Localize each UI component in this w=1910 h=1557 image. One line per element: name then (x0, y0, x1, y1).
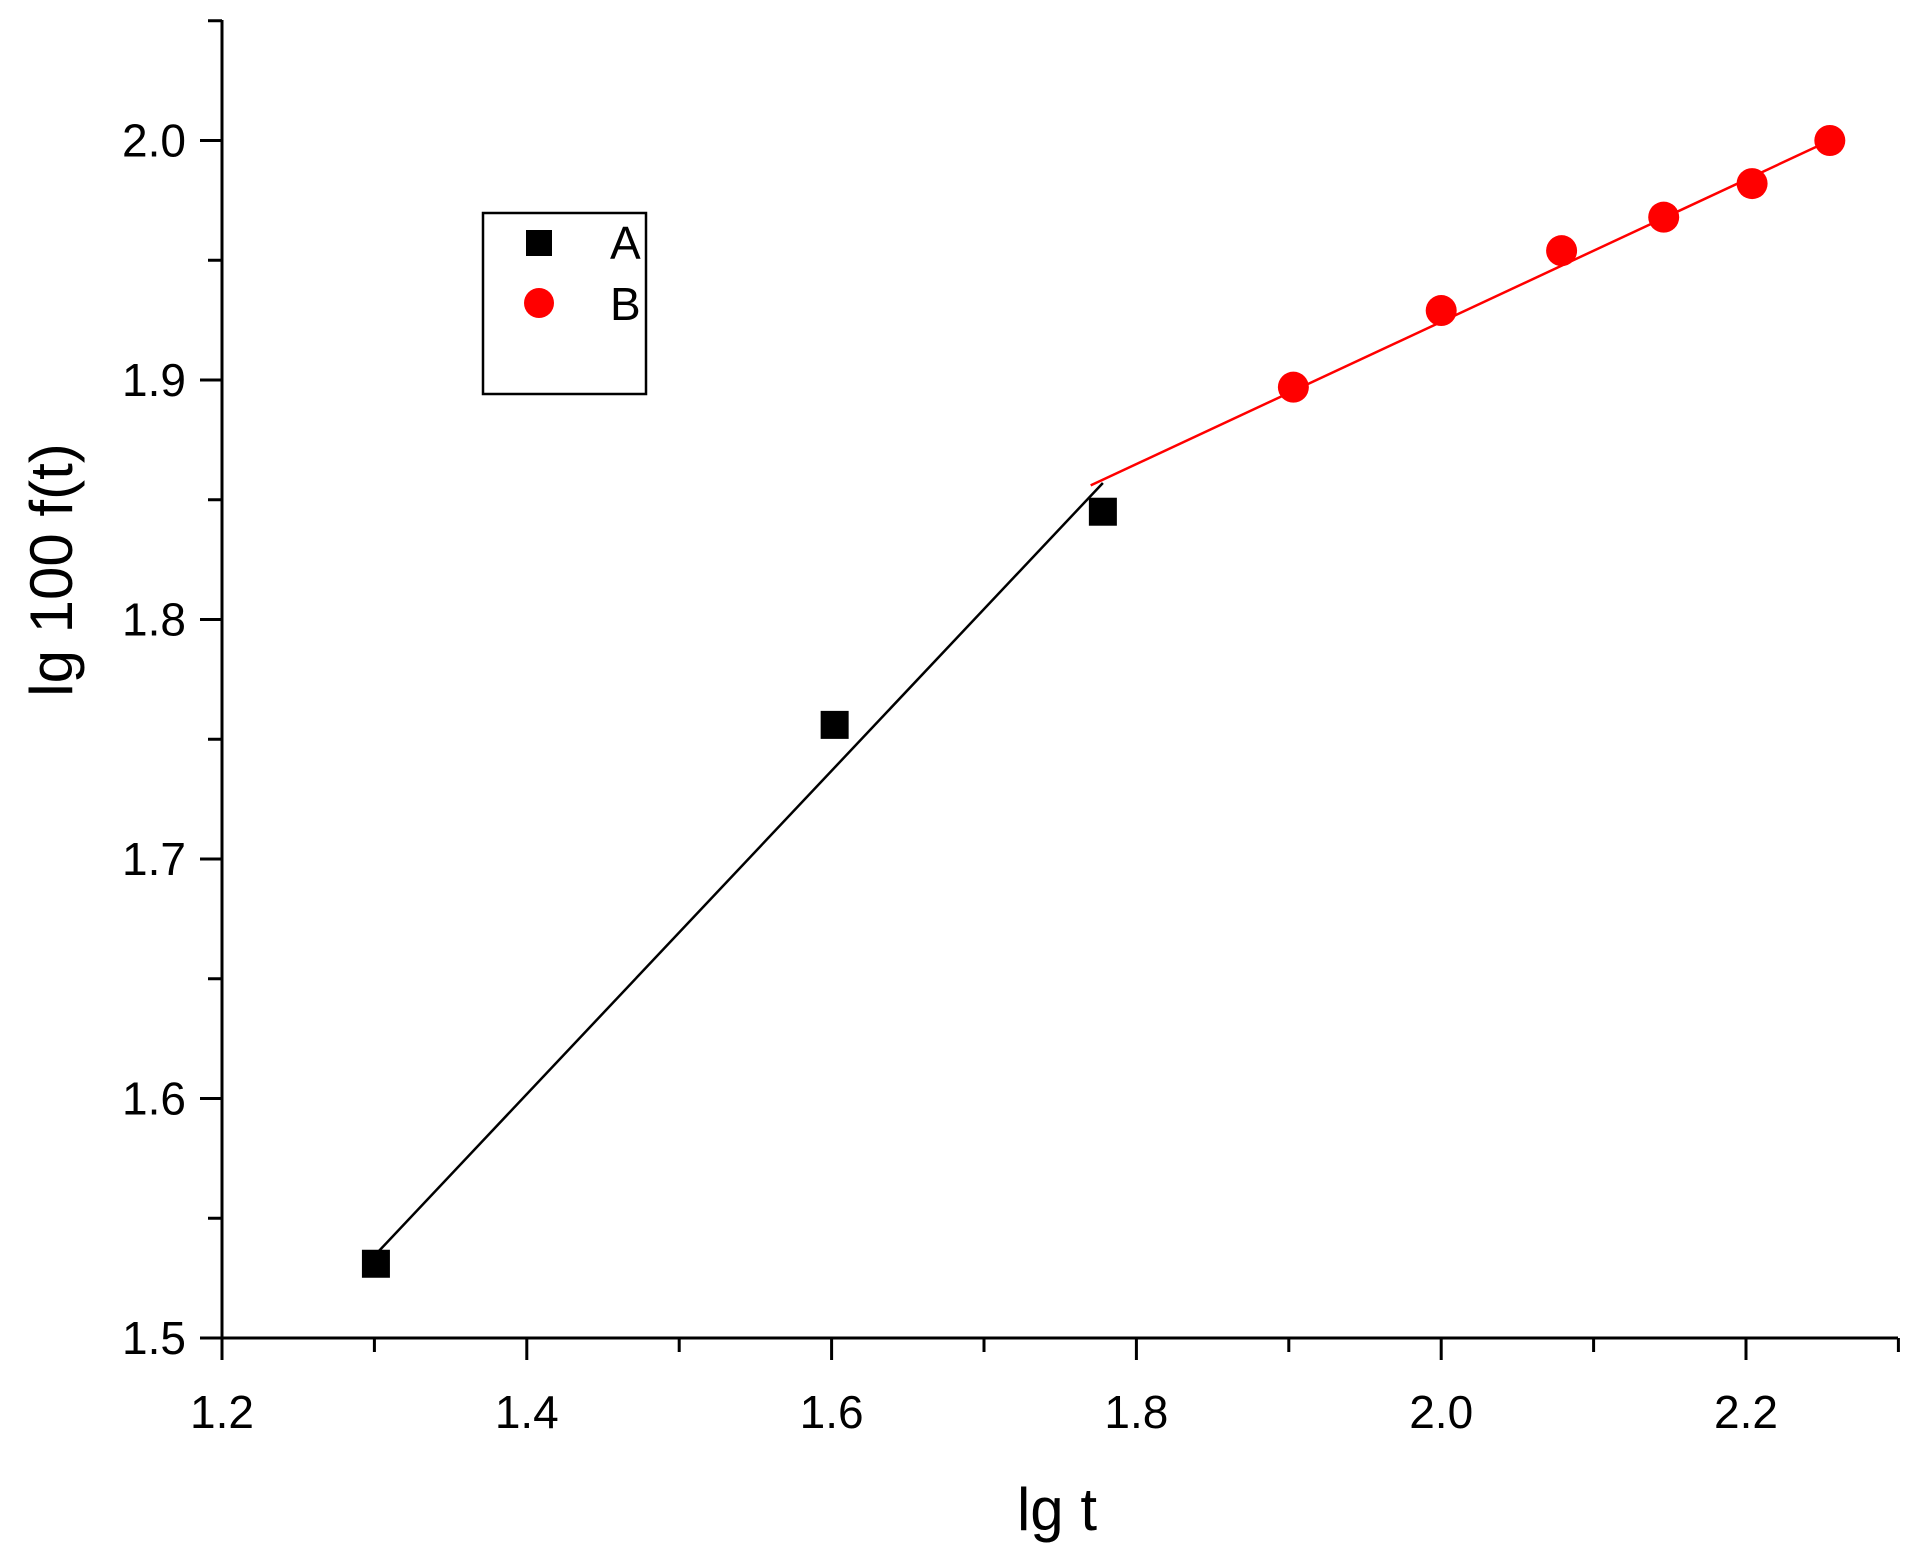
axes (220, 20, 1898, 1340)
data-point-A (820, 710, 849, 739)
x-tick-label: 1.8 (1104, 1386, 1168, 1438)
fit-lines (375, 139, 1831, 1256)
y-tick-label: 1.6 (122, 1073, 186, 1125)
y-axis-title: lg 100 f(t) (18, 443, 85, 696)
x-tick-label: 2.2 (1714, 1386, 1778, 1438)
data-point-B (1648, 201, 1680, 233)
ticks: 1.2 1.4 1.6 1.8 2.0 2.2 1.5 1.6 1.7 1.8 1.9 2.0 (122, 19, 1900, 1438)
legend-box (481, 211, 648, 396)
data-point-B (1546, 235, 1578, 267)
x-axis-title: lg t (1017, 1476, 1097, 1543)
data-point-B (1425, 295, 1457, 327)
data-point-B (1814, 125, 1846, 156)
y-tick-label: 2.0 (122, 115, 186, 167)
legend-marker-A (526, 230, 552, 256)
legend-label-A: A (610, 217, 641, 269)
x-tick-label: 1.2 (190, 1386, 254, 1438)
markers (361, 125, 1846, 1278)
legend: A B (481, 211, 648, 396)
y-tick-label: 1.7 (122, 833, 186, 885)
y-tick-label: 1.9 (122, 354, 186, 406)
data-point-A (1088, 497, 1117, 526)
y-tick-label: 1.5 (122, 1312, 186, 1364)
fit-line-A (375, 482, 1104, 1256)
data-point-A (361, 1249, 390, 1278)
legend-marker-B (524, 288, 554, 318)
data-point-B (1277, 371, 1309, 403)
y-tick-label: 1.8 (122, 594, 186, 646)
legend-label-B: B (610, 278, 641, 330)
x-tick-label: 2.0 (1409, 1386, 1473, 1438)
data-point-B (1736, 168, 1768, 200)
fit-line-B (1090, 139, 1831, 487)
x-tick-label: 1.4 (495, 1386, 559, 1438)
x-tick-label: 1.6 (800, 1386, 864, 1438)
